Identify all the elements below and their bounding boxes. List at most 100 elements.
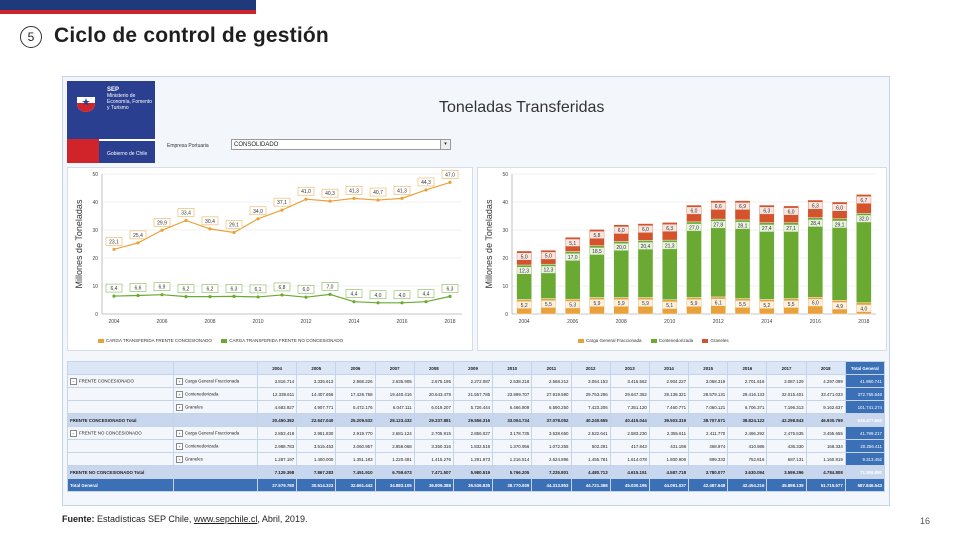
data-label-box	[249, 206, 267, 216]
data-point	[304, 295, 308, 299]
table-cell: 1.832.519	[452, 439, 494, 453]
collapse-icon[interactable]: −	[70, 377, 77, 385]
data-label-box	[153, 218, 171, 227]
table-header-cell: Total General	[844, 361, 886, 375]
data-point	[184, 295, 188, 299]
data-label-box	[177, 208, 195, 217]
x-tick-label: 2018	[858, 319, 869, 325]
table-cell: 417.843	[609, 439, 650, 453]
legend-label: Carga General Fraccionada	[586, 338, 642, 343]
data-label: 6,0	[836, 206, 843, 212]
footer-link[interactable]: www.sepchile.cl	[193, 514, 258, 524]
table-cell: 45.030.195	[609, 478, 650, 492]
legend-swatch	[221, 338, 228, 343]
table-cell: 39.503.319	[648, 413, 690, 427]
data-label-box	[856, 304, 871, 312]
data-label: 20,4	[641, 244, 651, 250]
expand-icon[interactable]: +	[176, 390, 183, 398]
table-cell: 6.466.809	[492, 400, 533, 414]
data-label: 5,1	[569, 241, 576, 247]
data-point	[424, 188, 428, 192]
row-group-cell	[67, 400, 174, 414]
data-label-box	[201, 284, 219, 293]
table-cell: 2.705.915	[413, 426, 454, 440]
expand-icon[interactable]: +	[176, 377, 183, 385]
collapse-icon[interactable]: −	[70, 429, 77, 437]
legend-label: CARGA TRANSFERIDA FRENTE NO CONCESIONADO	[229, 338, 344, 343]
row-sub-label: Graneles	[185, 456, 203, 462]
table-cell: 2.568.212	[531, 374, 572, 388]
table-cell: 2.951.830	[296, 426, 337, 440]
x-tick-label: 2016	[810, 319, 821, 325]
table-cell: 1.220.481	[374, 452, 415, 466]
legend-label: Contenedorizada	[658, 338, 694, 343]
data-label: 29,1	[229, 223, 239, 229]
table-cell: 1.400.000	[296, 452, 337, 466]
bar-segment	[686, 221, 702, 298]
table-cell: 7.196.313	[766, 400, 807, 414]
data-label-box	[105, 283, 123, 293]
page-number: 16	[920, 516, 931, 526]
data-label-box	[784, 207, 799, 215]
legend-item: CARGA TRANSFERIDA FRENTE CONCESIONADO	[98, 338, 212, 343]
data-label: 6,3	[812, 204, 819, 210]
table-row: + Graneles 4.683.927 4.907.771 5.472.176 6.04…	[67, 400, 886, 414]
data-label-box	[517, 267, 532, 274]
data-label-box	[832, 220, 847, 228]
table-cell: 7.471.507	[413, 465, 454, 479]
logo-line1: SEP	[107, 87, 120, 93]
expand-icon[interactable]: +	[176, 455, 183, 463]
data-point	[208, 295, 212, 299]
expand-icon[interactable]: +	[176, 442, 183, 450]
table-cell: 3.455.655	[805, 426, 846, 440]
y-tick-label: 40	[502, 200, 508, 206]
x-tick-label: 2004	[519, 319, 530, 325]
data-label: 6,6	[715, 204, 722, 210]
table-cell: 4.907.771	[296, 400, 337, 414]
data-point	[376, 198, 380, 202]
table-cell: 29.337.881	[413, 413, 454, 427]
table-header-cell: 2018	[805, 361, 846, 375]
row-sub-cell	[173, 465, 258, 479]
table-header-cell: 2012	[570, 361, 611, 375]
data-point	[136, 293, 140, 298]
table-cell: 7.235.801	[531, 465, 572, 479]
data-label: 29,1	[835, 222, 845, 228]
data-label-box	[177, 284, 195, 293]
legend-label: CARGA TRANSFERIDA FRENTE CONCESIONADO	[106, 338, 212, 343]
table-cell: 41.799.217	[844, 426, 886, 440]
table-cell: 30.514.323	[296, 478, 337, 492]
row-group-label: FRENTE NO CONCESIONADO Total	[70, 469, 145, 475]
data-label-box	[369, 187, 387, 197]
y-tick-label: 20	[502, 256, 508, 262]
data-label-box	[273, 197, 291, 207]
table-cell: 46.930.769	[805, 413, 846, 427]
expand-icon[interactable]: +	[176, 403, 183, 411]
table-cell: 20.643.479	[413, 387, 454, 401]
row-group-cell: FRENTE NO CONCESIONADO Total	[67, 465, 174, 479]
chevron-down-icon[interactable]: ▾	[440, 140, 450, 149]
table-row: FRENTE CONCESIONADO Total 20.450.382 22.64…	[67, 413, 886, 427]
expand-icon[interactable]: +	[176, 429, 183, 437]
data-label: 28,4	[810, 221, 820, 227]
table-header-cell: 2013	[609, 361, 650, 375]
data-label: 5,8	[593, 233, 600, 239]
data-label-box	[638, 242, 653, 250]
data-label: 5,5	[739, 302, 746, 308]
port-company-select[interactable]: CONSOLIDADO ▾	[231, 139, 451, 150]
table-cell: 42.454.216	[727, 478, 768, 492]
row-sub-cell: + Graneles	[173, 400, 258, 414]
logo-text: SEP Ministerio de Economía, Fomento y Tu…	[107, 87, 153, 111]
data-label: 47,0	[445, 172, 455, 178]
table-cell: 3.630.094	[727, 465, 768, 479]
table-cell: 27.919.590	[531, 387, 572, 401]
table-cell: 3.780.077	[688, 465, 729, 479]
footer-tail: , Abril, 2019.	[257, 514, 308, 524]
data-label-box	[273, 282, 291, 292]
data-label-box	[129, 230, 147, 240]
table-cell: 1.216.514	[492, 452, 533, 466]
table-cell: 20.256.411	[844, 439, 886, 453]
legend-item: CARGA TRANSFERIDA FRENTE NO CONCESIONADO	[221, 338, 343, 343]
legend-label: Graneles	[710, 338, 729, 343]
data-label-box	[297, 284, 315, 294]
